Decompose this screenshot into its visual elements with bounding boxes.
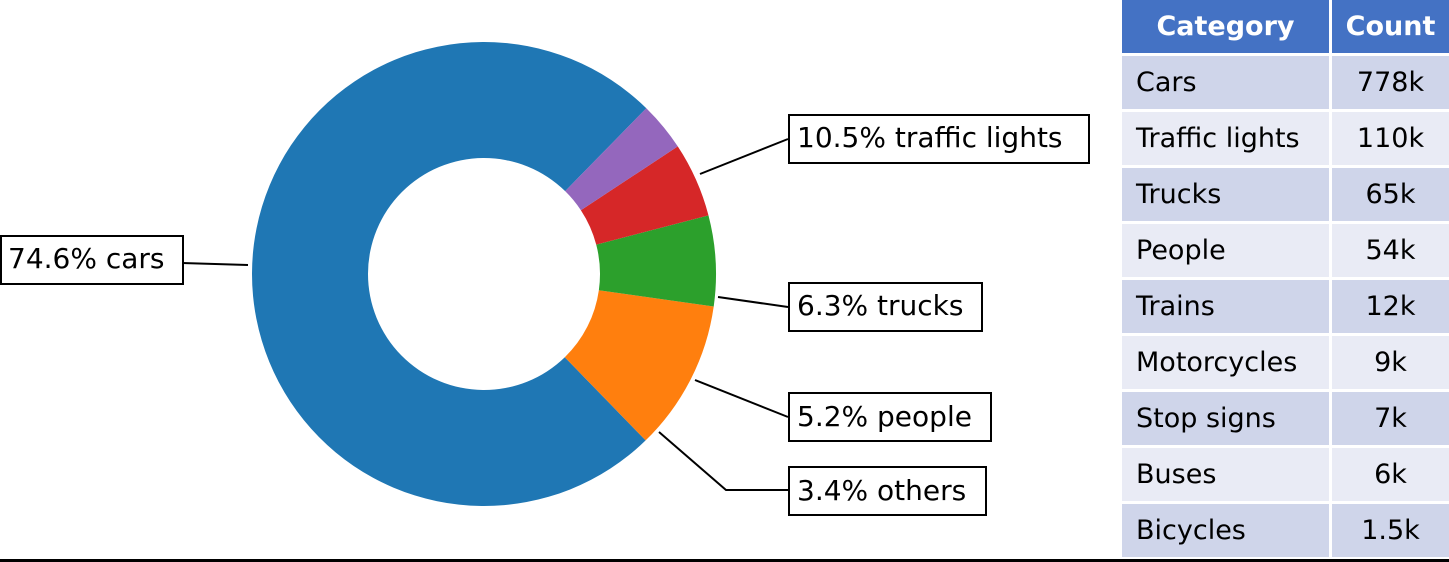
table-cell-count: 778k: [1332, 53, 1449, 109]
slice-label-others: 3.4% others: [797, 474, 966, 507]
table-row: Trucks 65k: [1122, 165, 1449, 221]
slice-label-traffic-lights: 10.5% traffic lights: [797, 121, 1063, 154]
table-cell-count: 12k: [1332, 277, 1449, 333]
label-box-trucks: [788, 282, 983, 332]
table-row: Bicycles 1.5k: [1122, 501, 1449, 557]
table-row: Cars 778k: [1122, 53, 1449, 109]
leader-line-others: [658, 431, 788, 491]
donut-slice-trucks: [596, 215, 716, 307]
bottom-divider: [0, 559, 1449, 562]
table-cell-count: 1.5k: [1332, 501, 1449, 557]
leader-line-traffic-lights: [699, 138, 789, 175]
table-cell-category: Trains: [1122, 277, 1332, 333]
column-header-count: Count: [1332, 0, 1449, 53]
label-box-people: [788, 392, 992, 442]
table-cell-category: Bicycles: [1122, 501, 1332, 557]
table-cell-count: 6k: [1332, 445, 1449, 501]
table-cell-category: Motorcycles: [1122, 333, 1332, 389]
table-cell-count: 7k: [1332, 389, 1449, 445]
table-header-row: Category Count: [1122, 0, 1449, 53]
table-cell-category: Cars: [1122, 53, 1332, 109]
leader-line-people: [694, 379, 789, 418]
label-box-traffic-lights: [788, 114, 1090, 164]
table-row: Trains 12k: [1122, 277, 1449, 333]
donut-slice-others: [565, 108, 678, 211]
table-cell-count: 9k: [1332, 333, 1449, 389]
slice-label-people: 5.2% people: [797, 400, 972, 433]
table-row: Motorcycles 9k: [1122, 333, 1449, 389]
category-count-table-container: Category Count Cars 778k Traffic lights 110…: [1122, 0, 1449, 557]
donut-chart-svg: 74.6% cars 10.5% traffic lights 6.3% truck…: [0, 41, 1090, 516]
table-row: People 54k: [1122, 221, 1449, 277]
table-cell-category: Stop signs: [1122, 389, 1332, 445]
leader-line-cars: [181, 262, 249, 266]
leader-line-trucks: [717, 296, 789, 308]
table-row: Buses 6k: [1122, 445, 1449, 501]
donut-chart: 74.6% cars 10.5% traffic lights 6.3% truck…: [0, 41, 1090, 516]
table-cell-count: 110k: [1332, 109, 1449, 165]
table-cell-count: 54k: [1332, 221, 1449, 277]
table-cell-category: Buses: [1122, 445, 1332, 501]
category-count-table: Category Count Cars 778k Traffic lights 110…: [1122, 0, 1449, 557]
table-cell-count: 65k: [1332, 165, 1449, 221]
donut-slice-cars: [252, 41, 647, 507]
table-body: Cars 778k Traffic lights 110k Trucks 65k Peopl…: [1122, 53, 1449, 557]
table-cell-category: Trucks: [1122, 165, 1332, 221]
label-box-others: [788, 466, 987, 516]
slice-label-cars: 74.6% cars: [8, 242, 165, 275]
table-row: Stop signs 7k: [1122, 389, 1449, 445]
slice-label-trucks: 6.3% trucks: [797, 289, 963, 322]
label-box-cars: [0, 235, 184, 285]
table-cell-category: People: [1122, 221, 1332, 277]
donut-slice-people: [580, 146, 709, 245]
table-row: Traffic lights 110k: [1122, 109, 1449, 165]
table-cell-category: Traffic lights: [1122, 109, 1332, 165]
donut-slice-traffic-lights: [564, 290, 714, 441]
column-header-category: Category: [1122, 0, 1332, 53]
